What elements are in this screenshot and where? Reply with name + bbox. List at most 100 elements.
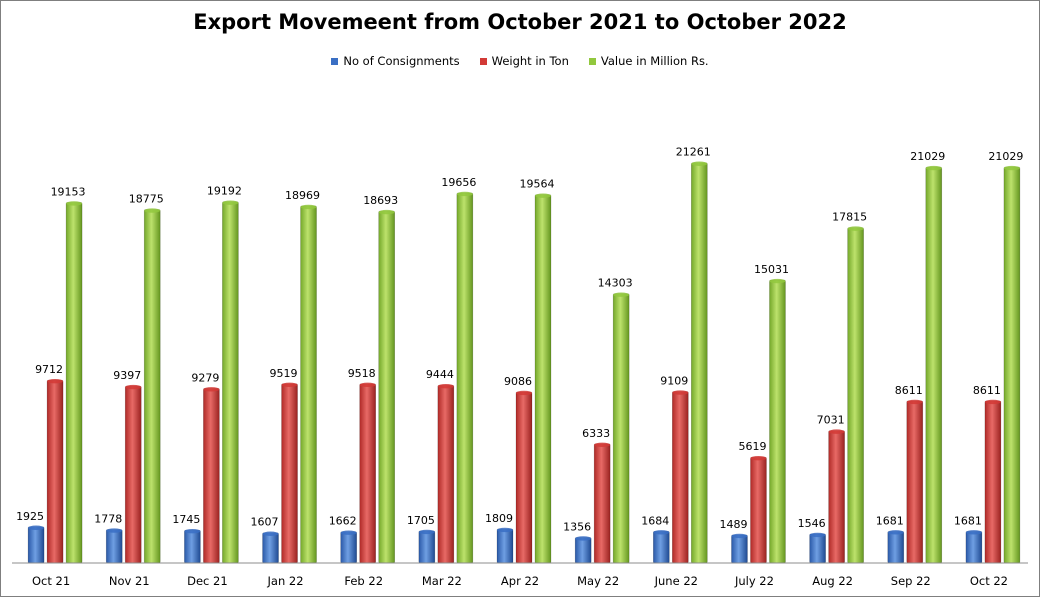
data-label-no-of-consignments-dec-21: 1745 (172, 513, 200, 526)
data-label-weight-in-ton-nov-21: 9397 (113, 369, 141, 382)
data-label-no-of-consignments-july-22: 1489 (719, 518, 747, 531)
data-label-no-of-consignments-aug-22: 1546 (798, 517, 826, 530)
bar-value-in-million-rs-jan-22 (300, 205, 317, 564)
data-label-value-in-million-rs-oct-21: 19153 (51, 185, 86, 198)
bar-weight-in-ton-oct-21 (46, 379, 64, 564)
legend-swatch-value (588, 57, 596, 65)
legend-label-weight: Weight in Ton (491, 54, 569, 68)
bar-no-of-consignments-feb-22 (340, 531, 357, 564)
data-label-no-of-consignments-nov-21: 1778 (94, 513, 122, 526)
data-label-no-of-consignments-oct-22: 1681 (954, 514, 982, 527)
x-tick-label-aug-22: Aug 22 (812, 574, 853, 588)
bar-cap-value-in-million-rs-oct-22 (1003, 165, 1020, 171)
x-tick-label-mar-22: Mar 22 (422, 574, 462, 588)
data-label-value-in-million-rs-apr-22: 19564 (520, 178, 555, 191)
bar-weight-in-ton-dec-21 (203, 388, 220, 564)
data-label-no-of-consignments-mar-22: 1705 (407, 514, 435, 527)
bar-weight-in-ton-oct-22 (984, 400, 1002, 564)
data-label-weight-in-ton-sep-22: 8611 (895, 384, 923, 397)
x-tick-label-may-22: May 22 (577, 574, 619, 588)
bar-cap-value-in-million-rs-dec-21 (222, 200, 239, 205)
bar-value-in-million-rs-july-22 (769, 279, 786, 564)
bar-cap-value-in-million-rs-aug-22 (847, 226, 864, 231)
bar-cap-weight-in-ton-oct-21 (47, 378, 64, 384)
bar-cap-weight-in-ton-jan-22 (281, 382, 298, 387)
bar-cap-value-in-million-rs-sep-22 (925, 165, 942, 171)
bar-cap-weight-in-ton-mar-22 (437, 384, 454, 389)
data-label-value-in-million-rs-nov-21: 18775 (129, 193, 164, 206)
data-label-weight-in-ton-jan-22: 9519 (270, 367, 298, 380)
bar-value-in-million-rs-may-22 (612, 293, 630, 564)
bar-cap-weight-in-ton-apr-22 (516, 390, 532, 396)
bar-weight-in-ton-nov-21 (124, 385, 142, 564)
bar-cap-weight-in-ton-sep-22 (906, 399, 923, 405)
data-label-weight-in-ton-dec-21: 9279 (191, 371, 219, 384)
bar-no-of-consignments-apr-22 (496, 528, 514, 564)
bar-weight-in-ton-apr-22 (515, 391, 533, 564)
data-label-value-in-million-rs-june-22: 21261 (676, 146, 711, 159)
bar-value-in-million-rs-feb-22 (378, 210, 395, 564)
bar-cap-no-of-consignments-june-22 (653, 530, 670, 535)
bar-cap-value-in-million-rs-mar-22 (456, 191, 473, 197)
bar-cap-weight-in-ton-oct-22 (984, 399, 1001, 405)
bar-weight-in-ton-may-22 (593, 443, 611, 564)
bar-cap-value-in-million-rs-june-22 (691, 161, 708, 166)
legend-swatch-consignments (331, 57, 339, 65)
bar-cap-no-of-consignments-oct-22 (965, 530, 982, 535)
bar-no-of-consignments-oct-21 (27, 526, 45, 564)
bar-weight-in-ton-feb-22 (359, 383, 376, 564)
x-tick-label-jan-22: Jan 22 (267, 574, 304, 588)
legend-item-value: Value in Million Rs. (588, 54, 709, 68)
bar-cap-no-of-consignments-nov-21 (106, 528, 123, 533)
bar-cap-no-of-consignments-may-22 (575, 536, 592, 541)
bar-weight-in-ton-sep-22 (906, 400, 924, 564)
bar-weight-in-ton-july-22 (750, 456, 767, 564)
bar-no-of-consignments-sep-22 (887, 531, 905, 564)
data-label-no-of-consignments-oct-21: 1925 (16, 510, 44, 523)
bar-cap-weight-in-ton-dec-21 (203, 387, 220, 392)
bar-cap-no-of-consignments-feb-22 (340, 530, 357, 535)
data-label-no-of-consignments-jan-22: 1607 (251, 516, 279, 529)
bar-cap-no-of-consignments-dec-21 (184, 528, 201, 534)
x-tick-label-apr-22: Apr 22 (501, 574, 539, 588)
x-tick-label-feb-22: Feb 22 (344, 574, 383, 588)
data-label-weight-in-ton-june-22: 9109 (660, 375, 688, 388)
bar-no-of-consignments-aug-22 (809, 533, 826, 564)
bar-cap-value-in-million-rs-feb-22 (378, 209, 395, 215)
legend: No of Consignments Weight in Ton Value i… (0, 54, 1040, 68)
data-label-weight-in-ton-feb-22: 9518 (348, 367, 376, 380)
data-label-weight-in-ton-oct-22: 8611 (973, 384, 1001, 397)
legend-label-consignments: No of Consignments (343, 54, 460, 68)
data-label-no-of-consignments-may-22: 1356 (563, 520, 591, 533)
x-tick-label-oct-22: Oct 22 (970, 574, 1008, 588)
bar-value-in-million-rs-aug-22 (847, 227, 864, 564)
bar-cap-no-of-consignments-july-22 (731, 533, 748, 539)
bar-cap-value-in-million-rs-apr-22 (535, 193, 551, 198)
data-label-value-in-million-rs-july-22: 15031 (754, 263, 789, 276)
chart-title: Export Movemeent from October 2021 to Oc… (193, 10, 847, 34)
data-label-value-in-million-rs-jan-22: 18969 (285, 189, 320, 202)
bar-cap-no-of-consignments-sep-22 (887, 530, 904, 535)
bar-cap-weight-in-ton-feb-22 (359, 382, 376, 388)
bar-weight-in-ton-jan-22 (281, 383, 298, 564)
legend-item-consignments: No of Consignments (331, 54, 460, 68)
bar-weight-in-ton-mar-22 (437, 384, 455, 564)
data-label-weight-in-ton-mar-22: 9444 (426, 368, 454, 381)
data-label-no-of-consignments-sep-22: 1681 (876, 514, 904, 527)
x-tick-label-sep-22: Sep 22 (891, 574, 931, 588)
bar-value-in-million-rs-apr-22 (534, 194, 552, 564)
bar-no-of-consignments-may-22 (574, 537, 592, 564)
bar-cap-weight-in-ton-july-22 (750, 456, 767, 461)
data-label-value-in-million-rs-oct-22: 21029 (988, 150, 1023, 163)
x-tick-label-nov-21: Nov 21 (109, 574, 150, 588)
bar-cap-value-in-million-rs-july-22 (769, 278, 786, 284)
bar-no-of-consignments-july-22 (731, 534, 748, 564)
bar-cap-weight-in-ton-aug-22 (828, 429, 845, 434)
bar-cap-value-in-million-rs-jan-22 (300, 204, 317, 210)
bar-cap-value-in-million-rs-may-22 (613, 292, 630, 297)
data-label-weight-in-ton-aug-22: 7031 (817, 414, 845, 427)
bar-cap-no-of-consignments-apr-22 (497, 527, 513, 533)
bar-value-in-million-rs-oct-21 (65, 202, 83, 564)
bar-no-of-consignments-jan-22 (262, 532, 279, 564)
